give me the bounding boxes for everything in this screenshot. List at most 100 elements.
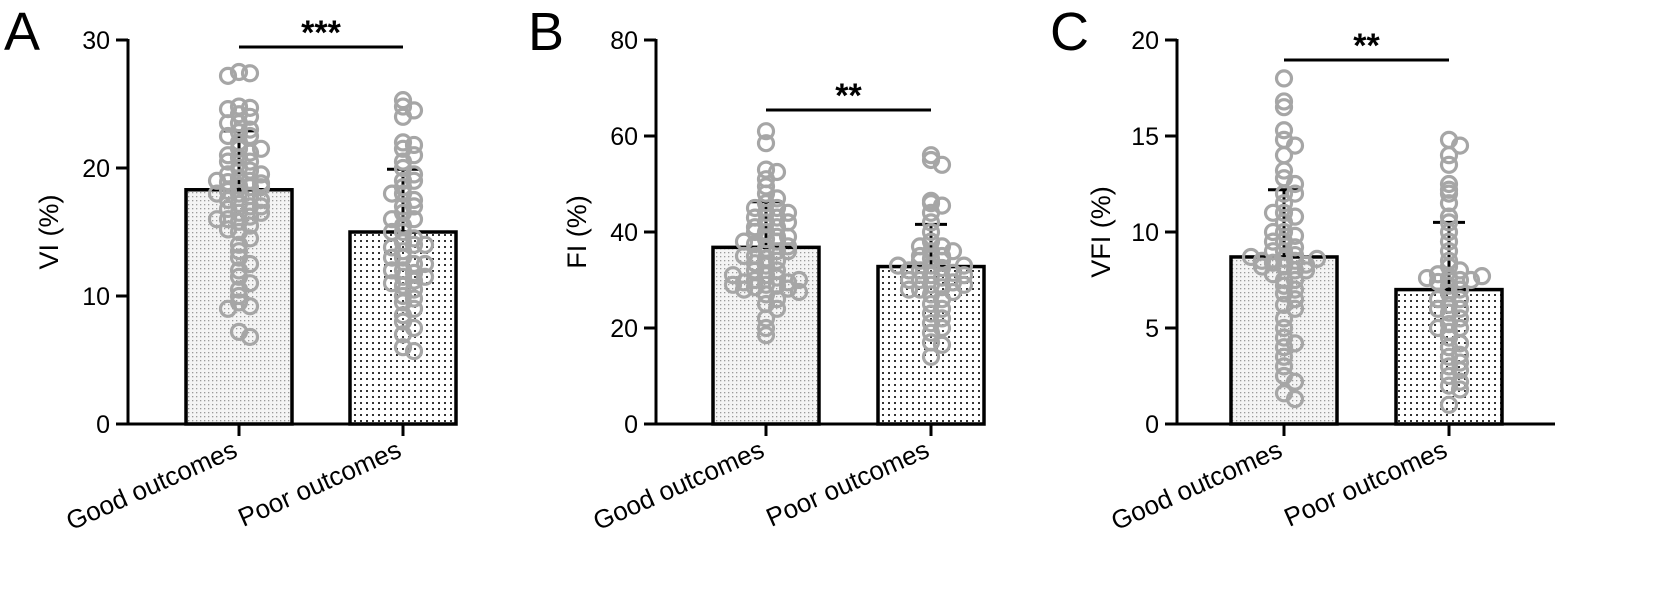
data-point: [229, 62, 249, 82]
significance-stars: ***: [301, 14, 341, 52]
data-point: [910, 237, 930, 256]
category-label: Good outcomes: [1107, 434, 1287, 536]
data-point: [1274, 92, 1294, 111]
category-label: Poor outcomes: [1279, 434, 1451, 533]
data-point: [229, 105, 249, 124]
data-point: [745, 261, 765, 280]
data-point: [1285, 184, 1305, 203]
data-point: [1263, 222, 1283, 242]
data-point: [1428, 318, 1448, 338]
category-label: Good outcomes: [62, 434, 242, 536]
category-label: Good outcomes: [589, 434, 769, 536]
data-point: [1450, 345, 1470, 364]
data-point: [1472, 267, 1492, 286]
y-tick-label: 0: [1145, 411, 1159, 439]
data-point: [1439, 155, 1459, 174]
data-point: [756, 122, 776, 141]
data-point: [789, 270, 809, 290]
data-point: [745, 208, 765, 227]
significance-stars: **: [835, 77, 862, 115]
y-tick-label: 10: [1131, 219, 1159, 247]
data-point: [1274, 309, 1294, 328]
y-tick-label: 20: [1131, 27, 1159, 55]
data-point: [1274, 213, 1294, 232]
data-point: [1450, 380, 1470, 399]
data-point: [1439, 174, 1459, 194]
data-point: [393, 306, 413, 325]
data-point: [767, 299, 787, 318]
data-point: [393, 133, 413, 152]
data-point: [789, 282, 809, 302]
data-point: [1274, 121, 1294, 140]
y-axis-label: VI (%): [34, 194, 64, 269]
data-point: [251, 190, 271, 210]
data-point: [756, 160, 776, 179]
significance-stars: **: [1353, 27, 1380, 65]
data-point: [393, 171, 413, 190]
data-point: [745, 198, 765, 218]
y-tick-label: 5: [1145, 315, 1159, 343]
data-point: [943, 242, 963, 261]
data-point: [1274, 69, 1294, 88]
data-point: [1274, 194, 1294, 213]
data-point: [1450, 372, 1470, 391]
data-point: [1439, 213, 1459, 232]
data-point: [921, 347, 941, 366]
data-point: [778, 273, 798, 292]
data-point: [207, 171, 227, 190]
data-point: [382, 261, 402, 280]
bar-poor: [1394, 287, 1504, 426]
data-point: [251, 165, 271, 184]
data-point: [921, 203, 941, 222]
data-point: [1450, 299, 1470, 318]
data-point: [1285, 389, 1305, 409]
data-point: [723, 275, 743, 294]
data-point: [382, 184, 402, 203]
data-point: [218, 181, 238, 201]
category-label: Poor outcomes: [233, 434, 405, 533]
data-point: [229, 97, 249, 116]
data-point: [778, 242, 798, 261]
data-point: [240, 64, 260, 83]
y-tick-label: 20: [610, 315, 638, 343]
data-point: [1252, 257, 1272, 276]
y-tick-label: 60: [610, 123, 638, 151]
data-point: [218, 299, 238, 318]
data-point: [910, 246, 930, 266]
data-point: [921, 323, 941, 342]
data-point: [1428, 265, 1448, 284]
y-tick-label: 20: [82, 155, 110, 183]
data-point: [1274, 184, 1294, 203]
data-point: [207, 210, 227, 229]
data-point: [888, 256, 908, 275]
data-point: [218, 114, 238, 133]
y-tick-label: 10: [82, 283, 110, 311]
data-point: [756, 318, 776, 338]
data-point: [1439, 322, 1459, 341]
y-axis-label: VFI (%): [1086, 186, 1116, 278]
data-point: [1285, 270, 1305, 290]
data-point: [229, 235, 249, 254]
data-point: [1450, 280, 1470, 299]
data-point: [1285, 372, 1305, 391]
data-point: [393, 91, 413, 110]
data-point: [229, 148, 249, 167]
data-point: [1450, 353, 1470, 372]
data-point: [393, 107, 413, 126]
data-point: [218, 66, 238, 85]
category-label: Poor outcomes: [761, 434, 933, 533]
data-point: [932, 155, 952, 174]
data-point: [1285, 174, 1305, 194]
data-point: [1439, 357, 1459, 376]
data-point: [382, 274, 402, 293]
data-point: [393, 276, 413, 295]
data-point: [921, 249, 941, 268]
data-point: [240, 327, 260, 347]
data-point: [734, 246, 754, 266]
data-point: [1263, 203, 1283, 222]
data-point: [899, 280, 919, 299]
data-point: [1274, 203, 1294, 222]
data-point: [382, 248, 402, 267]
